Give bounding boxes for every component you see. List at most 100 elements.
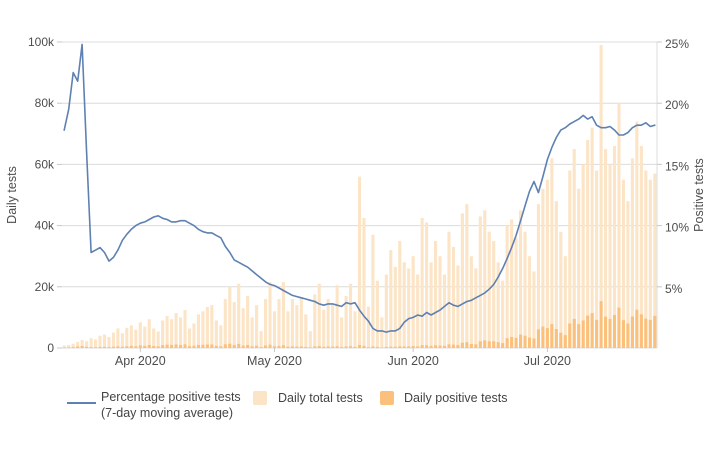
daily-total-bar bbox=[384, 274, 388, 348]
daily-positive-bar bbox=[604, 316, 608, 348]
daily-total-bar bbox=[398, 240, 402, 348]
daily-positive-bar bbox=[393, 346, 397, 348]
daily-positive-bar bbox=[232, 344, 236, 348]
legend-label-daily-total: Daily total tests bbox=[278, 391, 363, 405]
daily-positive-bar bbox=[496, 342, 500, 348]
daily-total-bar bbox=[425, 222, 429, 348]
daily-positive-bar bbox=[286, 346, 290, 348]
daily-total-bar bbox=[246, 295, 250, 348]
daily-total-bar bbox=[505, 225, 509, 348]
daily-positive-bar bbox=[653, 315, 657, 348]
daily-total-swatch bbox=[253, 391, 267, 405]
daily-positive-bar bbox=[595, 319, 599, 348]
daily-positive-bar bbox=[205, 344, 209, 348]
daily-positive-bar bbox=[483, 340, 487, 348]
daily-positive-bar bbox=[85, 346, 89, 348]
daily-total-bar bbox=[223, 299, 227, 348]
daily-total-bar bbox=[366, 306, 370, 348]
daily-positive-bar bbox=[71, 347, 75, 348]
daily-total-bar bbox=[228, 286, 232, 348]
y-left-tick-label: 100k bbox=[28, 35, 55, 49]
daily-total-bar bbox=[357, 176, 362, 348]
y-left-tick-label: 60k bbox=[35, 157, 55, 171]
daily-positive-bar bbox=[366, 347, 370, 348]
daily-total-bar bbox=[290, 299, 294, 348]
daily-total-bar bbox=[255, 305, 259, 348]
legend-item-daily-total[interactable]: Daily total tests bbox=[253, 391, 363, 405]
daily-total-bar bbox=[98, 335, 102, 348]
daily-positive-bar bbox=[295, 346, 299, 348]
daily-total-bar bbox=[519, 210, 523, 348]
daily-positive-bar bbox=[465, 342, 469, 348]
daily-positive-bar bbox=[527, 337, 532, 348]
daily-positive-bar bbox=[134, 346, 138, 348]
y-right-tick-label: 5% bbox=[665, 282, 683, 296]
daily-total-bar bbox=[214, 320, 218, 348]
daily-positive-bar bbox=[451, 344, 455, 348]
y-right-axis-title: Positive tests bbox=[692, 158, 706, 232]
daily-positive-bar bbox=[290, 346, 294, 348]
daily-positive-bar bbox=[250, 346, 254, 348]
daily-total-bar bbox=[559, 231, 563, 348]
daily-total-bar bbox=[237, 283, 241, 348]
daily-total-bar bbox=[496, 262, 500, 348]
daily-total-bar bbox=[143, 326, 147, 348]
daily-positive-bar bbox=[438, 345, 442, 348]
daily-positive-bar bbox=[210, 344, 214, 348]
daily-positive-bar bbox=[541, 326, 545, 348]
daily-positive-bar bbox=[519, 334, 523, 348]
daily-total-bar bbox=[617, 103, 621, 348]
daily-positive-bar bbox=[599, 301, 603, 348]
legend-item-daily-positive[interactable]: Daily positive tests bbox=[380, 391, 508, 405]
daily-positive-bar bbox=[621, 320, 625, 348]
daily-total-bar bbox=[281, 282, 285, 348]
daily-positive-bar bbox=[626, 323, 630, 348]
daily-positive-bar bbox=[313, 346, 317, 348]
daily-positive-bar bbox=[272, 346, 277, 348]
daily-total-bar bbox=[232, 302, 236, 348]
daily-total-bar bbox=[380, 317, 384, 348]
daily-total-bar bbox=[187, 328, 192, 348]
daily-total-bar bbox=[67, 344, 71, 348]
daily-total-bar bbox=[165, 316, 169, 348]
daily-positive-bar bbox=[514, 337, 518, 348]
daily-total-bar bbox=[550, 158, 554, 348]
daily-positive-bar bbox=[460, 342, 464, 348]
daily-total-bar bbox=[460, 213, 464, 348]
daily-total-bar bbox=[94, 339, 98, 348]
daily-total-bar bbox=[205, 306, 209, 348]
daily-positive-bar bbox=[62, 347, 66, 349]
daily-positive-bar bbox=[89, 347, 93, 348]
daily-positive-bar bbox=[545, 328, 549, 348]
daily-positive-bar bbox=[98, 346, 102, 348]
daily-positive-bar bbox=[165, 344, 169, 348]
daily-total-bar bbox=[438, 256, 442, 348]
daily-positive-bar bbox=[277, 345, 281, 348]
daily-positive-bar bbox=[568, 323, 572, 348]
daily-total-bar bbox=[523, 231, 527, 348]
daily-positive-bar bbox=[174, 344, 178, 348]
daily-total-bar bbox=[572, 149, 576, 348]
daily-positive-bar bbox=[147, 344, 151, 348]
daily-positive-bar bbox=[304, 346, 308, 348]
daily-positive-bar bbox=[201, 344, 205, 348]
daily-positive-bar bbox=[398, 346, 402, 348]
daily-total-bar bbox=[250, 317, 254, 348]
daily-positive-bar bbox=[80, 346, 84, 348]
daily-total-bar bbox=[577, 188, 581, 348]
y-left-tick-label: 40k bbox=[35, 219, 55, 233]
legend-item-percentage-line[interactable]: Percentage positive tests (7-day moving … bbox=[67, 390, 241, 420]
daily-total-bar bbox=[626, 201, 630, 348]
daily-positive-bar bbox=[152, 346, 156, 348]
daily-total-bar bbox=[581, 164, 585, 348]
daily-total-bar bbox=[501, 280, 505, 348]
daily-positive-bar bbox=[532, 338, 536, 348]
daily-total-bar bbox=[402, 262, 406, 348]
daily-total-bar bbox=[170, 319, 174, 348]
daily-total-bar bbox=[192, 323, 196, 348]
daily-total-bar bbox=[268, 282, 272, 348]
daily-positive-bar bbox=[630, 316, 634, 348]
daily-total-bar bbox=[174, 313, 178, 348]
daily-positive-bar bbox=[648, 319, 652, 348]
daily-total-bar bbox=[353, 311, 357, 348]
